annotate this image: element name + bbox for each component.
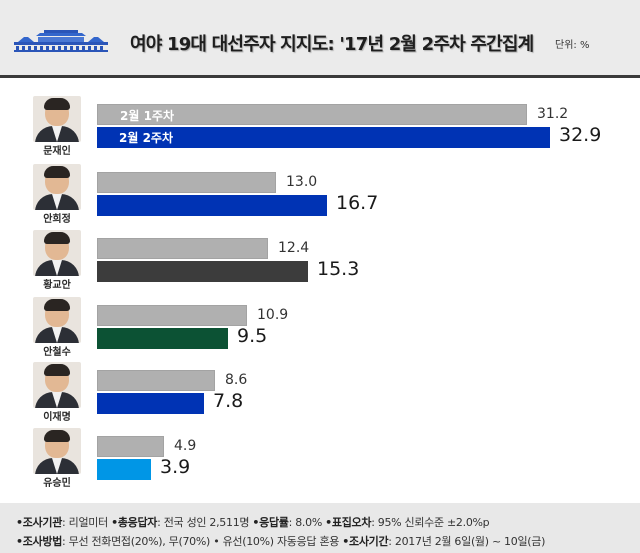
footer-key: •표집오차	[325, 516, 372, 529]
value-curr-week: 15.3	[317, 258, 360, 280]
bar-prev-week	[97, 305, 247, 326]
legend-prev-week: 2월 1주차	[120, 109, 174, 123]
candidate-name: 유승민	[43, 478, 71, 489]
candidate-photo	[33, 362, 81, 408]
footer-value: : 8.0%	[288, 516, 326, 529]
value-prev-week: 31.2	[537, 106, 569, 122]
footer-line-1: •조사기관: 리얼미터 •총응답자: 전국 성인 2,511명 •응답률: 8.…	[16, 514, 490, 530]
bar-prev-week	[97, 172, 276, 193]
value-prev-week: 12.4	[278, 240, 310, 256]
legend-curr-week: 2월 2주차	[119, 131, 173, 145]
candidate-row: 황교안 12.4 15.3	[0, 230, 640, 304]
footer-value: : 전국 성인 2,511명	[157, 516, 253, 529]
footer-value: : 2017년 2월 6일(월) ~ 10일(금)	[388, 535, 546, 548]
footer-line-2: •조사방법: 무선 전화면접(20%), 무(70%) • 유선(10%) 자동…	[16, 533, 545, 549]
bar-curr-week	[97, 195, 327, 216]
bar-curr-week	[97, 328, 228, 349]
candidate-row: 유승민 4.9 3.9	[0, 428, 640, 502]
page-title: 여야 19대 대선주자 지지도: '17년 2월 2주차 주간집계	[130, 34, 534, 55]
footer-value: : 리얼미터	[62, 516, 112, 529]
candidate-name: 안철수	[43, 347, 71, 358]
value-curr-week: 16.7	[336, 192, 379, 214]
candidate-row: 안철수 10.9 9.5	[0, 297, 640, 371]
bar-curr-week	[97, 459, 151, 480]
bar-curr-week	[97, 261, 308, 282]
footer-key: •조사기관	[16, 516, 63, 529]
blue-house-icon	[14, 30, 108, 52]
bar-curr-week	[97, 393, 204, 414]
bar-prev-week	[97, 370, 215, 391]
candidate-name: 이재명	[43, 412, 71, 423]
candidate-photo	[33, 428, 81, 474]
footer-value: : 95% 신뢰수준 ±2.0%p	[371, 516, 490, 529]
value-prev-week: 8.6	[225, 372, 248, 388]
candidate-photo	[33, 230, 81, 276]
candidate-name: 문재인	[43, 146, 71, 157]
value-prev-week: 4.9	[174, 438, 197, 454]
footer-key: •응답률	[252, 516, 289, 529]
bar-prev-week: 2월 1주차	[97, 104, 527, 125]
candidate-name: 안희정	[43, 214, 71, 225]
candidate-row: 이재명 8.6 7.8	[0, 362, 640, 436]
candidate-name: 황교안	[43, 280, 71, 291]
value-prev-week: 10.9	[257, 307, 289, 323]
bar-curr-week: 2월 2주차	[97, 127, 550, 148]
value-curr-week: 7.8	[213, 390, 244, 412]
value-prev-week: 13.0	[286, 174, 318, 190]
value-curr-week: 32.9	[559, 124, 602, 146]
candidate-photo	[33, 164, 81, 210]
value-curr-week: 9.5	[237, 325, 268, 347]
candidate-photo	[33, 297, 81, 343]
value-curr-week: 3.9	[160, 456, 191, 478]
footer-key: •총응답자	[111, 516, 158, 529]
bar-prev-week	[97, 238, 268, 259]
footer-notes: •조사기관: 리얼미터 •총응답자: 전국 성인 2,511명 •응답률: 8.…	[0, 503, 640, 553]
candidate-row: 문재인 2월 1주차 31.2 2월 2주차 32.9	[0, 96, 640, 170]
candidate-row: 안희정 13.0 16.7	[0, 164, 640, 238]
unit-label: 단위: %	[555, 40, 590, 51]
header: 여야 19대 대선주자 지지도: '17년 2월 2주차 주간집계 단위: %	[0, 0, 640, 78]
bar-prev-week	[97, 436, 164, 457]
footer-value: : 무선 전화면접(20%), 무(70%) • 유선(10%) 자동응답 혼용	[62, 535, 343, 548]
footer-key: •조사기간	[342, 535, 389, 548]
candidate-photo	[33, 96, 81, 142]
bar-chart: 문재인 2월 1주차 31.2 2월 2주차 32.9 안희정 13.0 16.7 황교안 12.…	[0, 81, 640, 503]
footer-key: •조사방법	[16, 535, 63, 548]
